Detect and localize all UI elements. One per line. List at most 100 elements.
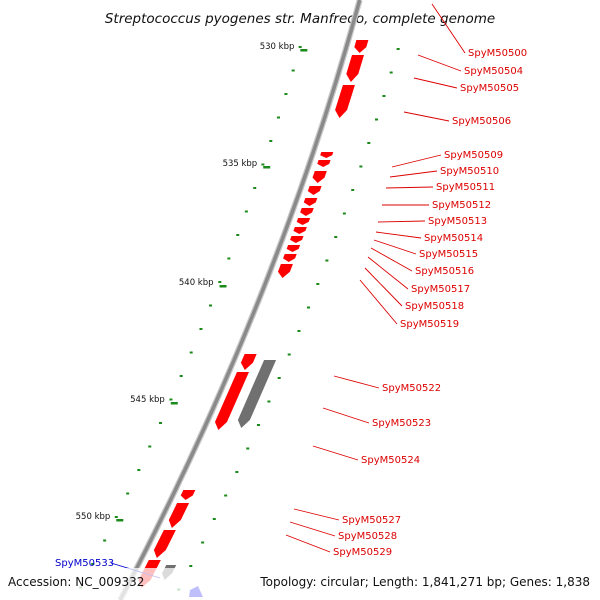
- leader-line: [373, 239, 417, 255]
- minor-tick: [244, 210, 248, 213]
- gene-label: SpyM50500: [468, 48, 527, 59]
- minor-tick: [227, 257, 231, 260]
- tick-label: 535 kbp: [223, 159, 258, 169]
- gene-label: SpyM50522: [382, 383, 441, 394]
- major-tick: [300, 49, 308, 52]
- backbone-line: [118, 0, 362, 600]
- gene-label: SpyM50504: [464, 66, 523, 77]
- gene-arrow: [303, 198, 318, 206]
- minor-tick: [307, 306, 311, 309]
- minor-tick: [396, 48, 400, 50]
- gene-arrow: [286, 245, 301, 252]
- gene-label: SpyM50506: [452, 116, 511, 127]
- major-tick: [170, 402, 178, 405]
- gene-arrow: [293, 227, 307, 234]
- gene-arrow: [307, 186, 322, 195]
- leader-line: [285, 534, 331, 553]
- genome-backbone: [117, 0, 363, 600]
- minor-tick: [269, 140, 273, 142]
- gene-label: SpyM50509: [444, 150, 503, 161]
- minor-tick: [342, 212, 346, 215]
- leader-line: [322, 407, 370, 424]
- minor-tick: [209, 304, 213, 307]
- minor-tick: [212, 518, 216, 520]
- gene-label: SpyM50516: [415, 266, 474, 277]
- leader-line: [359, 279, 398, 325]
- minor-tick: [137, 469, 141, 471]
- minor-tick: [298, 46, 302, 48]
- gene-arrow: [290, 236, 304, 243]
- major-tick: [263, 166, 271, 169]
- gene-arrow: [214, 372, 249, 430]
- major-tick: [116, 519, 124, 522]
- gene-label: SpyM50505: [460, 83, 519, 94]
- minor-tick: [114, 516, 118, 518]
- leader-line: [413, 77, 458, 89]
- gene-arrow: [312, 171, 327, 183]
- leader-line: [364, 267, 403, 307]
- minor-tick: [126, 492, 130, 495]
- gene-labels: SpyM50500 SpyM50504 SpyM50505 SpyM50506 SpyM…: [55, 48, 527, 569]
- minor-tick: [389, 71, 393, 74]
- leader-line: [417, 54, 462, 72]
- minor-tick: [367, 142, 371, 144]
- minor-tick: [316, 283, 320, 285]
- minor-tick: [103, 539, 107, 542]
- minor-tick: [235, 471, 239, 473]
- leader-line: [403, 111, 450, 122]
- leader-line: [293, 508, 340, 521]
- minor-tick: [351, 189, 355, 191]
- gene-label: SpyM50514: [424, 233, 483, 244]
- gene-arrow: [317, 160, 331, 167]
- leader-line: [333, 375, 380, 389]
- tick-label: 550 kbp: [76, 512, 111, 522]
- gene-label: SpyM50518: [405, 301, 464, 312]
- gene-label: SpyM50533: [55, 558, 114, 569]
- minor-tick: [158, 422, 162, 424]
- minor-tick: [261, 163, 265, 166]
- minor-tick: [179, 375, 183, 377]
- minor-tick: [287, 353, 291, 356]
- backbone-shadow: [117, 0, 363, 600]
- gene-arrow: [240, 354, 257, 370]
- gene-arrow: [283, 254, 297, 262]
- minor-tick: [334, 236, 338, 238]
- minor-tick: [277, 377, 281, 379]
- minor-tick: [218, 281, 222, 283]
- tick-label: 545 kbp: [130, 395, 165, 405]
- leader-line: [431, 3, 466, 54]
- gene-label: SpyM50512: [432, 200, 491, 211]
- minor-tick: [382, 95, 386, 97]
- minor-tick: [256, 424, 260, 426]
- minor-tick: [246, 447, 250, 450]
- major-tick: [219, 285, 227, 288]
- gene-label: SpyM50523: [372, 418, 431, 429]
- tick-label: 530 kbp: [260, 42, 295, 52]
- topology-text: Topology: circular; Length: 1,841,271 bp…: [259, 575, 590, 589]
- gene-arrow: [335, 85, 355, 118]
- minor-tick: [374, 118, 378, 121]
- minor-tick: [148, 445, 152, 448]
- gene-arrow: [300, 208, 314, 216]
- gene-label: SpyM50529: [333, 547, 392, 558]
- gene-label: SpyM50515: [419, 249, 478, 260]
- gene-label: SpyM50528: [338, 531, 397, 542]
- leader-line: [391, 154, 442, 168]
- gene-arrow: [296, 218, 311, 225]
- minor-tick: [297, 330, 301, 332]
- gene-label: SpyM50511: [436, 182, 495, 193]
- gene-label: SpyM50517: [411, 284, 470, 295]
- gene-arrow: [153, 530, 176, 558]
- gene-label: SpyM50527: [342, 515, 401, 526]
- minor-tick: [291, 69, 295, 72]
- leader-line: [389, 170, 438, 178]
- minor-tick: [224, 494, 228, 497]
- gene-label: SpyM50513: [428, 216, 487, 227]
- gene-arrow: [354, 40, 369, 53]
- footer-backdrop: [0, 568, 600, 600]
- gene-arrow: [346, 55, 365, 82]
- scale-ticks: 530 kbp 535 kbp 540 kbp 545 kbp 550 kbp: [76, 42, 308, 522]
- minor-tick: [189, 351, 193, 354]
- leader-line: [385, 186, 434, 189]
